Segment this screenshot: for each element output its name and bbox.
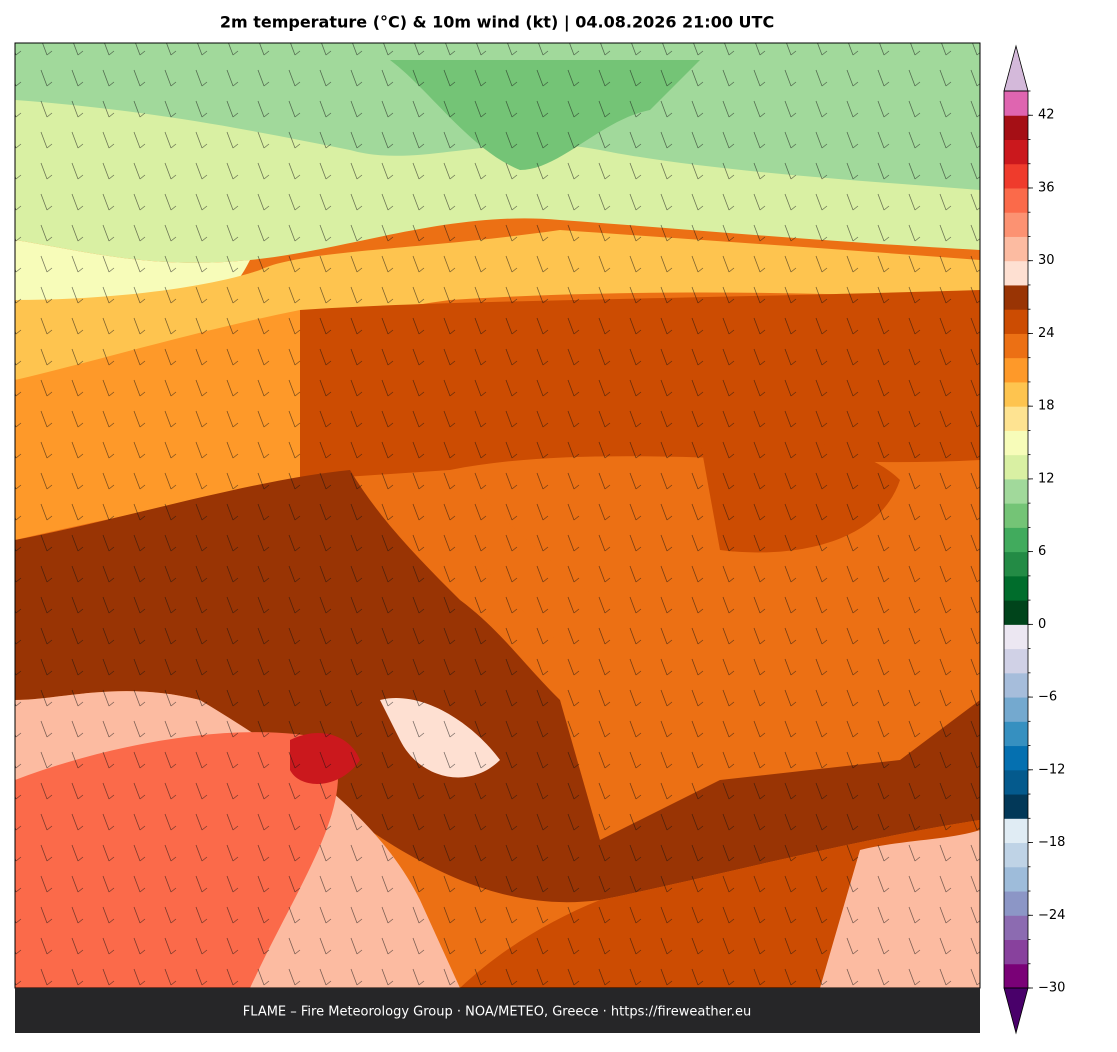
colorbar-frame [1003, 90, 1029, 989]
colorbar-band [1004, 406, 1028, 431]
colorbar-tick-label: 0 [1038, 617, 1046, 632]
title: 2m temperature (°C) & 10m wind (kt) | 04… [220, 13, 774, 33]
colorbar-band [1004, 309, 1028, 334]
colorbar-band [1004, 212, 1028, 237]
colorbar-band [1004, 163, 1028, 189]
colorbar-band [1004, 794, 1028, 819]
footer: FLAME – Fire Meteorology Group · NOA/MET… [243, 1005, 751, 1020]
colorbar-tick-label: −24 [1038, 908, 1065, 923]
colorbar-band [1004, 600, 1028, 625]
colorbar-band [1004, 721, 1028, 747]
colorbar-tick-label: 18 [1038, 399, 1055, 414]
colorbar-band [1004, 430, 1028, 456]
colorbar: −30 −24 −18 −12 −6 0 6 12 18 24 30 36 42 [1003, 44, 1065, 1035]
colorbar-band [1004, 745, 1028, 771]
colorbar-band [1004, 139, 1028, 165]
colorbar-band [1004, 672, 1028, 698]
colorbar-band [1004, 381, 1028, 407]
colorbar-band [1004, 91, 1028, 116]
colorbar-tick-label: 12 [1038, 471, 1055, 486]
colorbar-tick-label: 24 [1038, 326, 1055, 341]
colorbar-band [1004, 260, 1028, 286]
colorbar-band [1004, 939, 1028, 965]
colorbar-band [1004, 503, 1028, 528]
colorbar-band [1004, 115, 1028, 140]
colorbar-band [1004, 624, 1028, 650]
colorbar-band [1004, 575, 1028, 601]
map [15, 43, 980, 988]
colorbar-band [1004, 187, 1028, 213]
colorbar-band [1004, 333, 1028, 359]
colorbar-band [1004, 818, 1028, 844]
colorbar-band [1004, 697, 1028, 722]
colorbar-tick-label: −12 [1038, 762, 1065, 777]
colorbar-band [1004, 891, 1028, 916]
footer-bar [15, 988, 980, 1033]
colorbar-tick-label: 6 [1038, 544, 1046, 559]
colorbar-band [1004, 963, 1028, 989]
colorbar-band [1004, 454, 1028, 480]
colorbar-tick-label: −30 [1038, 981, 1065, 996]
colorbar-tick-label: 42 [1038, 108, 1055, 123]
colorbar-band [1004, 478, 1028, 504]
colorbar-band [1004, 284, 1028, 310]
colorbar-tick-label: 30 [1038, 253, 1055, 268]
colorbar-band [1004, 866, 1028, 892]
colorbar-band [1004, 769, 1028, 795]
colorbar-band [1004, 551, 1028, 577]
colorbar-over [1003, 44, 1029, 92]
colorbar-tick-label: −18 [1038, 835, 1065, 850]
colorbar-band [1004, 915, 1028, 941]
colorbar-tick-label: −6 [1038, 690, 1057, 705]
colorbar-band [1004, 842, 1028, 868]
colorbar-band [1004, 527, 1028, 553]
colorbar-tick-label: 36 [1038, 180, 1055, 195]
colorbar-band [1004, 357, 1028, 383]
colorbar-under [1003, 987, 1029, 1035]
colorbar-band [1004, 648, 1028, 674]
colorbar-band [1004, 236, 1028, 262]
